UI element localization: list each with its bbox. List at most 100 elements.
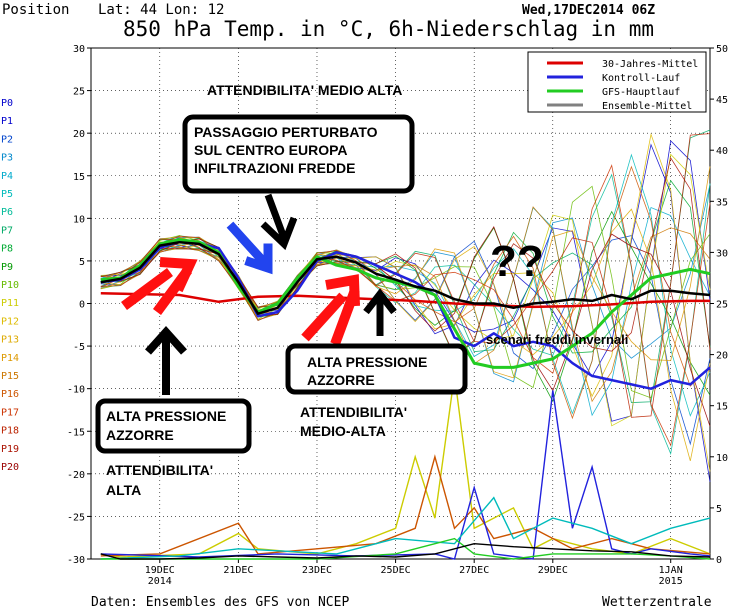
x-tick-label: 21DEC [223,565,253,576]
ensemble-member-line [100,206,711,403]
attend-alta-line-1: ATTENDIBILITA' [106,462,213,478]
x-tick-label: 27DEC [459,565,489,576]
member-label: P11 [1,298,19,309]
perturbation-frame [182,114,415,194]
perturbation-line-2: SUL CENTRO EUROPA [194,142,348,158]
perturbation-line-1: PASSAGGIO PERTURBATO [194,124,378,140]
left-tick-label: -20 [67,470,85,481]
member-label: P15 [1,371,19,382]
member-label: P2 [1,134,13,145]
position-label: Position [2,2,69,18]
left-tick-label: -5 [73,342,85,353]
azzorre-1-line-2: AZZORRE [106,427,174,443]
member-label: P19 [1,444,19,455]
member-label: P7 [1,225,13,236]
left-tick-label: 30 [73,44,85,55]
member-label: P3 [1,153,13,164]
azzorre-1-line-1: ALTA PRESSIONE [106,408,226,424]
chart-title: 850 hPa Temp. in °C, 6h-Niederschlag in … [123,17,654,41]
series-line [100,240,711,315]
legend-label-gfs: GFS-Hauptlauf [602,87,680,98]
perturbation-line-3: INFILTRAZIONI FREDDE [194,160,356,176]
x-tick-label: 19DEC [145,565,175,576]
x-tick-label: 25DEC [381,565,411,576]
azzorre-frame-1 [95,398,252,454]
right-tick-label: 10 [716,453,728,464]
lat-lon: Lat: 44 Lon: 12 [98,2,224,18]
right-tick-label: 5 [716,504,722,515]
blue-arrow [226,221,273,275]
data-source: Daten: Ensembles des GFS von NCEP [91,595,349,609]
right-tick-label: 45 [716,95,728,106]
question-marks: ?? [490,237,544,286]
azzorre-2-line-1: ALTA PRESSIONE [307,354,427,370]
right-tick-label: 0 [716,555,722,566]
precip-lines [100,374,711,560]
member-label: P18 [1,426,19,437]
member-label: P14 [1,353,19,364]
legend-label-mean30: 30-Jahres-Mittel [602,59,698,70]
left-tick-label: 25 [73,87,85,98]
precip-line [100,542,711,560]
member-label: P9 [1,262,13,273]
member-label: P13 [1,335,19,346]
right-y-axis: 0 5 10 15 20 25 30 35 40 45 50 [710,44,728,566]
red-arrow-2a [301,292,347,342]
x-tick-label: 1JAN [659,565,683,576]
left-tick-label: 5 [79,257,85,268]
left-tick-label: 20 [73,129,85,140]
legend-label-control: Kontroll-Lauf [602,73,680,84]
azzorre-frame-2 [285,343,468,395]
attend-medio-line-2: MEDIO-ALTA [300,423,386,439]
right-tick-label: 40 [716,146,728,157]
right-tick-label: 20 [716,351,728,362]
attend-medio-line-1: ATTENDIBILITA' [300,404,407,420]
member-label: P17 [1,407,19,418]
legend: 30-Jahres-Mittel Kontroll-Lauf GFS-Haupt… [527,51,707,113]
series-lines [100,238,711,390]
perturbation-box: PASSAGGIO PERTURBATO SUL CENTRO EUROPA I… [182,114,415,194]
left-tick-label: 0 [79,300,85,311]
run-date: Wed,17DEC2014 06Z [522,3,655,18]
left-tick-label: 15 [73,172,85,183]
cold-scenarios: scenari freddi invernali [486,332,628,347]
red-arrow-1-head [159,257,198,293]
right-tick-label: 25 [716,300,728,311]
member-label: P16 [1,389,19,400]
left-tick-label: -10 [67,385,85,396]
legend-label-ensmean: Ensemble-Mittel [602,101,692,112]
azzorre-2-line-2: AZZORRE [307,372,375,388]
red-arrow-1a [121,267,173,311]
brand-label: Wetterzentrale [602,595,712,609]
precip-line [100,496,711,560]
member-label: P8 [1,244,13,255]
black-up-arrow-2 [363,288,397,336]
left-y-axis: -30 -25 -20 -15 -10 -5 0 5 10 15 20 25 30 [67,44,91,566]
member-label: P12 [1,316,19,327]
member-label: P0 [1,98,13,109]
attend-alta-line-2: ALTA [106,482,141,498]
black-arrow-perturbation [260,193,298,251]
black-up-arrow-1 [145,326,187,395]
series-line [100,292,710,309]
left-tick-label: -25 [67,512,85,523]
precip-line [100,374,711,558]
right-tick-label: 15 [716,402,728,413]
note-top: ATTENDIBILITA' MEDIO ALTA [207,82,402,98]
x-tick-label: 29DEC [538,565,568,576]
member-labels: P0 P1 P2 P3 P4 P5 P6 P7 P8 P9 P10 P11 P12 P13 P14 P15 P1… [1,98,19,473]
x-tick-label: 23DEC [302,565,332,576]
member-label: P6 [1,207,13,218]
member-label: P5 [1,189,13,200]
azzorre-box-1: ALTA PRESSIONE AZZORRE [95,398,252,454]
precip-line [100,454,711,557]
red-arrow-2-head [325,274,360,307]
x-tick-sublabel: 2015 [659,576,683,587]
member-label: P1 [1,116,13,127]
azzorre-box-2: ALTA PRESSIONE AZZORRE [285,343,468,395]
member-label: P4 [1,171,13,182]
right-tick-label: 30 [716,248,728,259]
ensemble-member-line [100,156,711,357]
left-tick-label: -15 [67,427,85,438]
